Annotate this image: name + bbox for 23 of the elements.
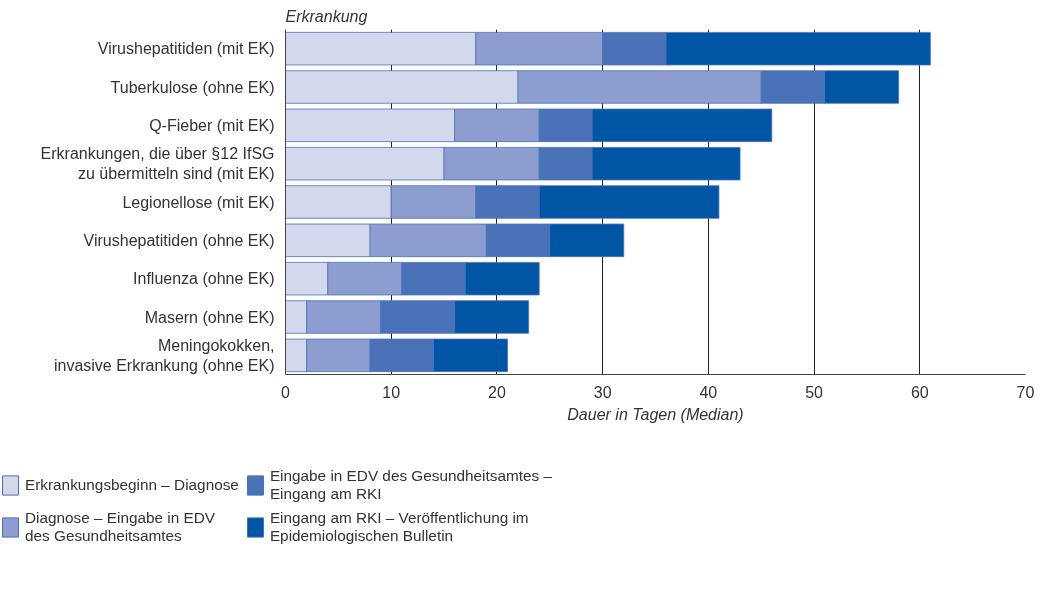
x-tick-label: 50	[805, 383, 824, 401]
x-tick-label: 40	[699, 383, 718, 401]
legend-label: Eingabe in EDV des Gesundheitsamtes – Eingang am RKI	[269, 467, 552, 503]
y-tick-label: Masern (ohne EK)	[144, 308, 275, 326]
y-tick-label: Virushepatitiden (mit EK)	[97, 40, 275, 58]
x-tick-label: 10	[382, 383, 401, 401]
y-tick-label: Q-Fieber (mit EK)	[149, 116, 275, 134]
legend-label: Diagnose – Eingabe in EDV des Gesundheitsamtes	[25, 509, 216, 545]
x-tick-label: 0	[281, 383, 291, 401]
y-tick-label: Erkrankungen, die über §12 IfSG zu übermitteln sind (mit EK)	[40, 144, 275, 183]
legend-label: Erkrankungsbeginn – Diagnose	[25, 475, 239, 495]
x-tick-label: 60	[910, 383, 929, 401]
x-tick-label: 20	[488, 383, 506, 401]
y-tick-label: Virushepatitiden (ohne EK)	[83, 231, 275, 249]
legend-label: Eingang am RKI – Veröffentlichung im Epidemiologischen Bulletin	[269, 509, 529, 545]
y-tick-label: Influenza (ohne EK)	[133, 270, 275, 288]
y-tick-label: Meningokokken, invasive Erkrankung (ohne EK)	[53, 336, 275, 375]
x-tick-label: 30	[593, 383, 612, 401]
y-tick-label: Tuberkulose (ohne EK)	[110, 78, 275, 96]
x-axis-title: Dauer in Tagen (Median)	[567, 405, 744, 423]
y-tick-label: Legionellose (mit EK)	[122, 193, 275, 211]
x-tick-label: 70	[1016, 383, 1035, 401]
y-axis-title: Erkrankung	[285, 7, 368, 25]
